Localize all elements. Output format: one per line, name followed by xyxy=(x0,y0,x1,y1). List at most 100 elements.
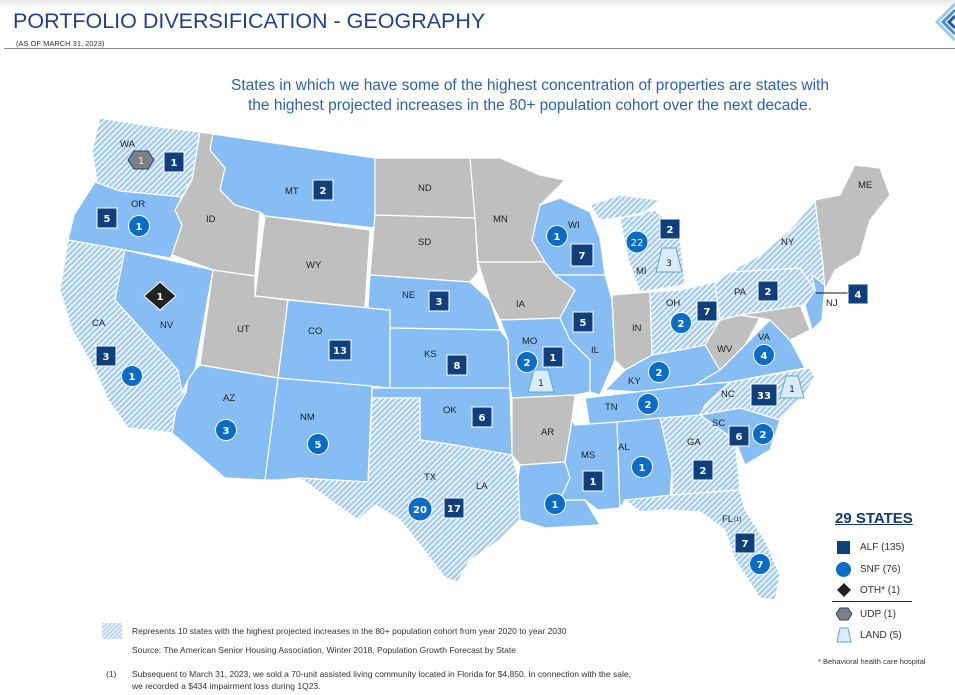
snf-marker-va: 4 xyxy=(753,344,775,366)
svg-text:7: 7 xyxy=(742,539,749,550)
alf-marker-fl: 7 xyxy=(734,532,756,554)
svg-text:FL: FL xyxy=(722,514,733,525)
snf-marker-al: 1 xyxy=(631,456,653,478)
svg-text:33: 33 xyxy=(757,391,771,402)
svg-text:2: 2 xyxy=(524,358,531,369)
snf-marker-mi: 22 xyxy=(625,230,649,254)
state-il[interactable] xyxy=(553,274,616,396)
snf-marker-la: 1 xyxy=(544,493,566,515)
svg-text:1: 1 xyxy=(157,292,164,303)
svg-text:KS: KS xyxy=(424,349,437,360)
svg-text:NM: NM xyxy=(300,412,315,423)
alf-marker-oh: 7 xyxy=(696,300,718,322)
alf-marker-wi: 7 xyxy=(570,243,594,267)
land-markers: 3 1 1 xyxy=(527,247,805,399)
svg-text:1: 1 xyxy=(639,463,646,474)
headline-line-2: the highest projected increases in the 8… xyxy=(248,97,812,114)
svg-text:2: 2 xyxy=(645,400,652,411)
svg-text:2: 2 xyxy=(656,368,663,379)
svg-text:1: 1 xyxy=(538,379,544,389)
state-sd[interactable] xyxy=(369,214,479,283)
svg-text:2: 2 xyxy=(760,430,767,441)
snf-marker-ky: 2 xyxy=(648,361,670,383)
svg-text:TX: TX xyxy=(424,472,437,483)
headline: States in which we have some of the high… xyxy=(150,76,910,116)
state-tx[interactable] xyxy=(298,397,521,583)
footnote-line-2: we recorded a $434 impairment loss durin… xyxy=(132,681,321,691)
alf-marker-il: 5 xyxy=(572,311,594,333)
svg-text:1: 1 xyxy=(590,477,597,488)
svg-text:2: 2 xyxy=(678,319,685,330)
snf-marker-tn: 2 xyxy=(637,393,659,415)
svg-text:6: 6 xyxy=(479,413,486,424)
oth-diamond-icon xyxy=(837,583,851,597)
svg-text:7: 7 xyxy=(704,307,711,318)
state-nv[interactable] xyxy=(114,249,214,394)
legend-item-oth: OTH* (1) xyxy=(836,582,900,598)
alf-marker-ks: 8 xyxy=(446,354,468,376)
legend-label-land: LAND (5) xyxy=(860,629,902,641)
state-nm[interactable] xyxy=(264,377,373,483)
land-marker-mo: 1 xyxy=(527,369,555,393)
svg-text:8: 8 xyxy=(454,361,461,372)
alf-marker-ok: 6 xyxy=(471,406,493,428)
snf-marker-tx: 20 xyxy=(407,496,433,522)
svg-text:7: 7 xyxy=(579,251,586,262)
alf-marker-nj: 4 xyxy=(847,283,869,305)
svg-text:20: 20 xyxy=(413,505,427,516)
svg-text:1: 1 xyxy=(136,222,143,233)
svg-text:13: 13 xyxy=(333,346,347,357)
svg-text:GA: GA xyxy=(687,437,701,448)
legend-label-udp: UDP (1) xyxy=(860,608,896,620)
alf-marker-pa: 2 xyxy=(757,280,779,302)
footnote-marker: (1) xyxy=(106,669,117,679)
udp-hexagon-icon xyxy=(836,607,852,621)
svg-text:MN: MN xyxy=(493,214,508,225)
svg-text:NC: NC xyxy=(721,389,735,400)
svg-text:7: 7 xyxy=(757,560,764,571)
snf-marker-or: 1 xyxy=(128,215,150,237)
svg-text:5: 5 xyxy=(104,214,111,225)
alf-marker-mo: 1 xyxy=(542,346,564,368)
snf-marker-az: 3 xyxy=(215,419,237,441)
legend-title: 29 STATES xyxy=(835,510,913,527)
alf-marker-tx: 17 xyxy=(443,497,465,519)
legend-item-snf: SNF (76) xyxy=(836,561,901,577)
svg-text:SC: SC xyxy=(712,418,725,429)
alf-square-icon xyxy=(837,540,850,554)
svg-text:NE: NE xyxy=(402,290,415,301)
svg-text:22: 22 xyxy=(631,238,644,249)
svg-text:2: 2 xyxy=(667,225,674,236)
legend-item-alf: ALF (135) xyxy=(836,539,904,555)
svg-text:2: 2 xyxy=(320,186,327,197)
svg-text:OK: OK xyxy=(443,405,457,416)
legend-label-oth: OTH* (1) xyxy=(860,584,900,596)
alf-marker-ca: 3 xyxy=(95,345,117,367)
svg-text:NJ: NJ xyxy=(826,298,838,309)
snf-circle-icon xyxy=(836,561,851,577)
land-trapezoid-icon xyxy=(836,627,852,643)
svg-text:2: 2 xyxy=(700,466,707,477)
state-new-england[interactable] xyxy=(814,164,891,293)
state-fl[interactable] xyxy=(623,489,781,601)
svg-text:MO: MO xyxy=(522,336,537,347)
oth-marker-nv: 1 xyxy=(143,281,177,311)
svg-text:PA: PA xyxy=(734,287,747,298)
svg-text:WY: WY xyxy=(306,260,322,271)
svg-text:1: 1 xyxy=(554,232,561,243)
snf-marker-wi: 1 xyxy=(546,225,568,247)
svg-text:AR: AR xyxy=(541,427,554,438)
page-subtitle: (AS OF MARCH 31, 2023) xyxy=(16,39,105,48)
alf-marker-nc: 33 xyxy=(750,383,778,407)
svg-text:ID: ID xyxy=(206,214,216,225)
svg-text:KY: KY xyxy=(628,376,641,387)
land-marker-mi: 3 xyxy=(655,247,683,273)
legend-item-udp: UDP (1) xyxy=(836,606,896,622)
svg-text:4: 4 xyxy=(761,351,768,362)
legend-label-alf: ALF (135) xyxy=(860,541,905,553)
legend-label-snf: SNF (76) xyxy=(860,563,901,575)
alf-marker-mi: 2 xyxy=(659,218,681,240)
snf-marker-ca: 1 xyxy=(121,365,143,387)
svg-text:6: 6 xyxy=(736,432,743,443)
